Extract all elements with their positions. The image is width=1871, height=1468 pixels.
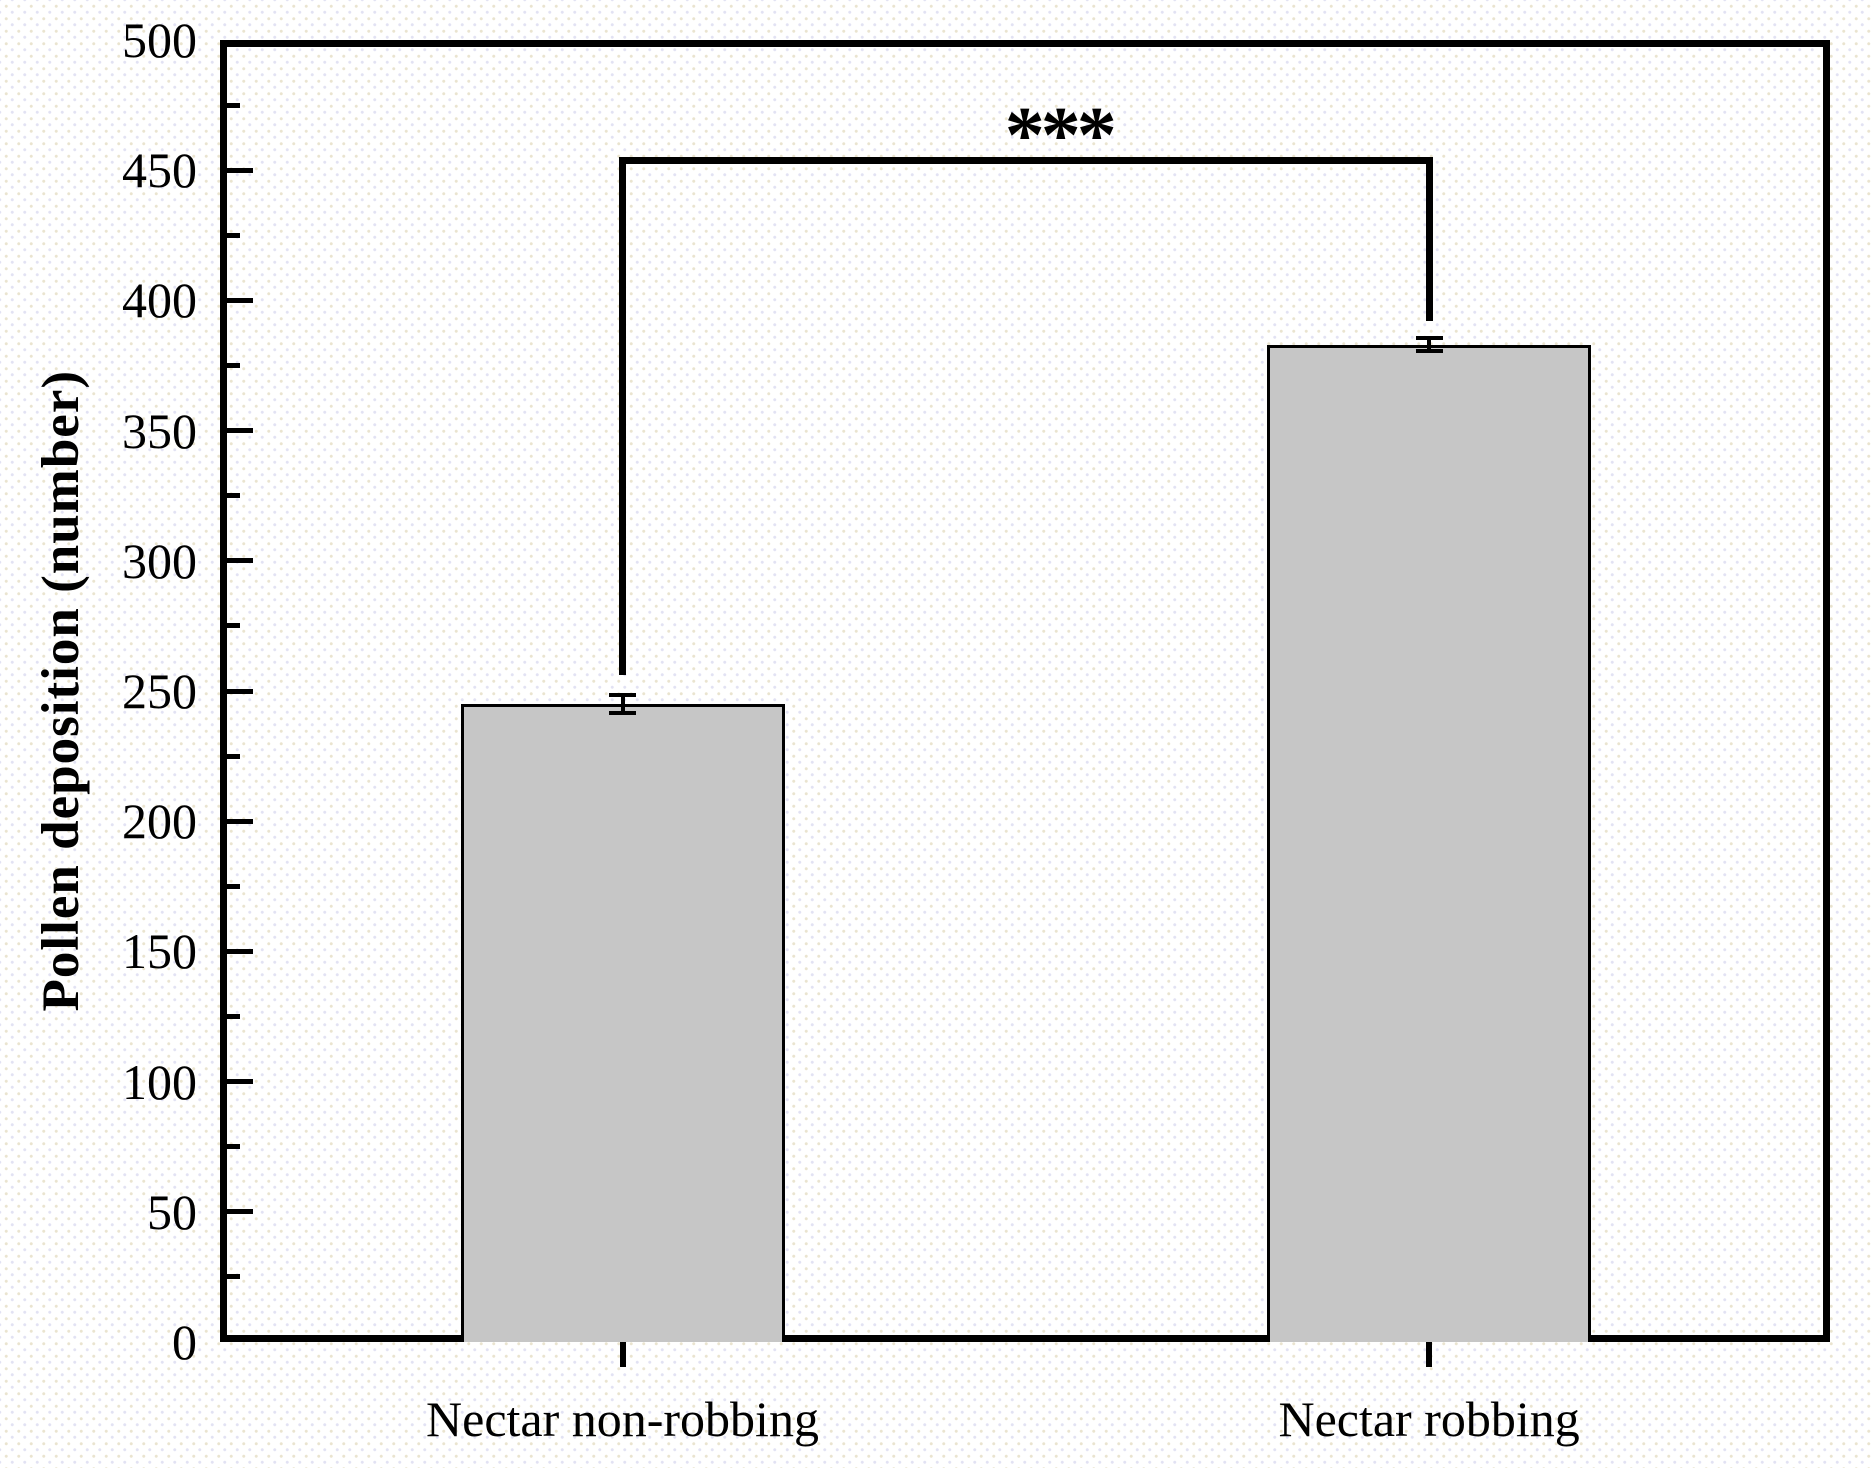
y-tick-label: 250 [122, 663, 197, 719]
plot-area [220, 40, 1830, 1342]
y-minor-tick [227, 623, 240, 629]
bar [460, 704, 785, 1342]
y-major-tick [227, 167, 253, 173]
y-minor-tick [227, 232, 240, 238]
y-tick-label: 300 [122, 532, 197, 589]
y-tick-label: 100 [122, 1053, 197, 1110]
y-major-tick [227, 948, 253, 954]
y-tick-label: 450 [122, 142, 197, 199]
bracket-horizontal [619, 157, 1433, 165]
bracket-right-drop [1425, 157, 1433, 322]
x-category-label: Nectar non-robbing [426, 1391, 819, 1447]
y-major-tick [227, 558, 253, 564]
y-minor-tick [227, 883, 240, 889]
error-bar-cap-bottom [1415, 349, 1443, 354]
y-major-tick [227, 1079, 253, 1085]
error-bar-cap-bottom [609, 711, 636, 716]
y-tick-label: 500 [122, 12, 197, 68]
y-tick-label: 150 [122, 923, 197, 980]
y-major-tick [227, 297, 253, 303]
y-minor-tick [227, 753, 240, 759]
y-major-tick [227, 1209, 253, 1215]
y-minor-tick [227, 493, 240, 499]
y-major-tick [227, 818, 253, 824]
error-bar-line [1427, 338, 1432, 352]
y-major-tick [227, 688, 253, 694]
error-bar-cap-top [1415, 336, 1443, 341]
y-tick-label: 350 [122, 402, 197, 459]
y-minor-tick [227, 1014, 240, 1019]
y-minor-tick [227, 363, 240, 368]
y-tick-label: 0 [172, 1314, 197, 1370]
significance-stars: *** [1004, 92, 1117, 180]
y-tick-label: 400 [122, 272, 197, 329]
error-bar-cap-top [609, 692, 636, 697]
y-minor-tick [227, 102, 240, 108]
x-category-label: Nectar robbing [1278, 1391, 1580, 1447]
y-tick-label: 200 [122, 793, 197, 850]
error-bar-line [620, 694, 625, 714]
x-tick [619, 1342, 626, 1367]
bracket-left-drop [619, 157, 626, 676]
y-major-tick [227, 428, 253, 434]
y-tick-label: 50 [147, 1183, 197, 1240]
y-minor-tick [227, 1274, 240, 1280]
x-tick [1426, 1342, 1433, 1367]
y-minor-tick [227, 1144, 240, 1150]
bar [1267, 344, 1592, 1342]
